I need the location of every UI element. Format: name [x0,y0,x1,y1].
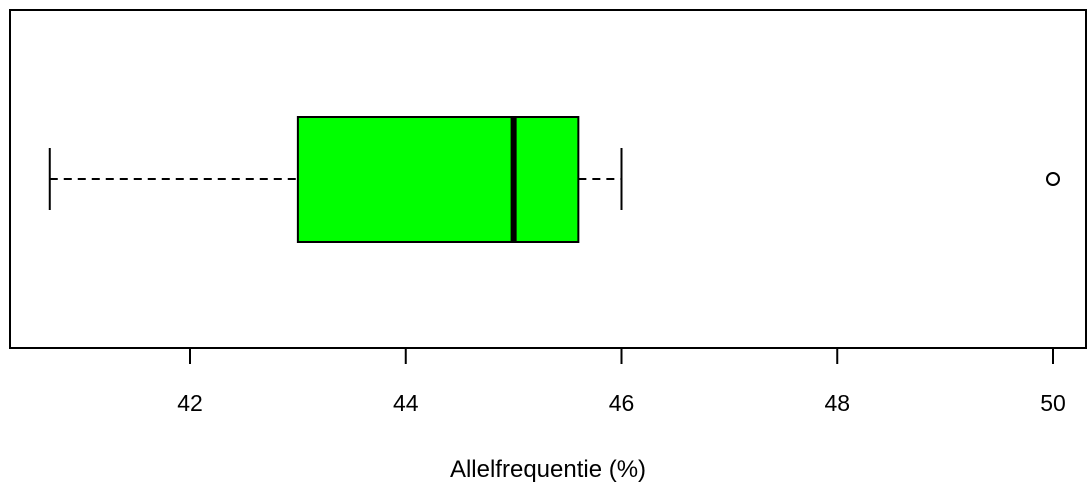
x-tick-label: 46 [609,390,635,416]
x-tick-label: 50 [1040,390,1066,416]
x-axis-title: Allelfrequentie (%) [450,456,646,483]
x-tick-label: 44 [393,390,419,416]
boxplot-marks [48,116,1060,243]
x-tick-label: 48 [824,390,850,416]
x-tick-label: 42 [177,390,203,416]
x-axis-ticks: 42 44 46 48 50 [177,348,1066,416]
outlier-point [1046,172,1060,186]
iqr-box [296,116,580,243]
